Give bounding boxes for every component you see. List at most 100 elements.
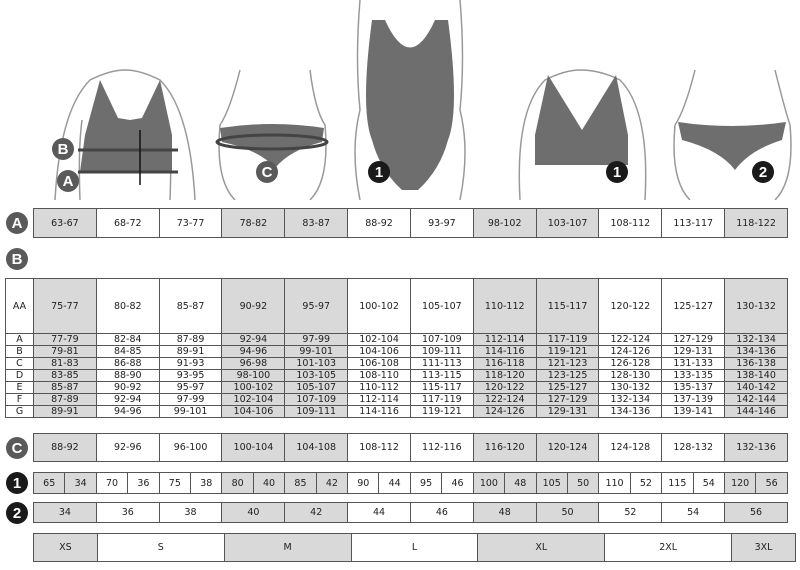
bikini-top-shape [535, 75, 628, 165]
table-cell: 75-77 [33, 278, 97, 334]
table-cell: 65 [32, 472, 66, 494]
table-cell: 70 [95, 472, 129, 494]
table-cell: 93-95 [158, 369, 223, 382]
cup-label: G [5, 405, 34, 418]
table-cell: 135-137 [661, 381, 726, 394]
table-cell: 54 [661, 502, 726, 523]
table-row: 63-67 68-72 73-77 78-82 83-87 88-92 93-97 98-10… [33, 208, 788, 238]
table-cell: 77-79 [33, 333, 97, 346]
table-cell: 107-109 [409, 333, 474, 346]
table-cell: 92-96 [95, 433, 160, 462]
table-cell: 85-87 [158, 278, 223, 334]
table-cell: 115 [661, 472, 694, 494]
table-cell: 46 [441, 472, 474, 494]
table-cell: 108-110 [347, 369, 411, 382]
table-cell: 113-117 [661, 208, 726, 238]
table-cell: 119-121 [535, 345, 600, 358]
table-cell: 144-146 [724, 405, 788, 418]
table-cell: 132-134 [724, 333, 788, 346]
table-hip-c: 88-92 92-96 96-100 100-104 104-108 108-112 112… [33, 433, 788, 462]
table-cell: 34 [64, 472, 97, 494]
table-cell: 120-124 [535, 433, 600, 462]
table-cell: 80 [221, 472, 254, 494]
table-cell: 134-136 [598, 405, 663, 418]
cup-label: AA [5, 278, 34, 334]
table-cell: 137-139 [661, 393, 726, 406]
table-cell: 56 [755, 472, 788, 494]
table-cell: 82-84 [95, 333, 160, 346]
table-cell: 110-112 [472, 278, 537, 334]
table-cell: 52 [629, 472, 663, 494]
table-cell: 44 [347, 502, 411, 523]
table-row: AA 75-77 80-82 85-87 90-92 95-97 100-102 105-10… [5, 278, 788, 334]
table-cell: 48 [472, 502, 537, 523]
table-cell: 85 [284, 472, 317, 494]
table-cell: 125-127 [535, 381, 600, 394]
table-cell: 120-122 [472, 381, 537, 394]
size-label: L [350, 533, 479, 562]
table-row: G 89-91 94-96 99-101 104-106 109-111 114-116 11… [5, 405, 788, 418]
badge-1-bikini-top: 1 [606, 161, 628, 183]
table-cell: 139-141 [661, 405, 726, 418]
table-cell: 95-97 [158, 381, 223, 394]
table-cell: 98-100 [221, 369, 286, 382]
table-row: A 77-79 82-84 87-89 92-94 97-99 102-104 107-109… [5, 333, 788, 346]
table-cell: 116-118 [472, 357, 537, 370]
table-cell: 119-121 [409, 405, 474, 418]
table-bottom-2: 34 36 38 40 42 44 46 48 50 52 54 56 [33, 502, 788, 523]
table-cell: 104-108 [284, 433, 349, 462]
table-cell: 115-117 [409, 381, 474, 394]
table-cell: 89-91 [158, 345, 223, 358]
table-row: E 85-87 90-92 95-97 100-102 105-107 110-112 115… [5, 381, 788, 394]
table-cell: 127-129 [535, 393, 600, 406]
table-cell: 88-90 [95, 369, 160, 382]
table-cell: 34 [33, 502, 97, 523]
table-cell: 50 [566, 472, 600, 494]
size-label: XS [33, 533, 98, 562]
size-label: 2XL [604, 533, 733, 562]
table-row: D 83-85 88-90 93-95 98-100 103-105 108-110 113-… [5, 369, 788, 382]
table-cell: 87-89 [158, 333, 223, 346]
table-cell: 100-102 [347, 278, 411, 334]
size-label: S [96, 533, 225, 562]
table-cell: 63-67 [33, 208, 97, 238]
table-cell: 38 [158, 502, 223, 523]
table-cell: 44 [378, 472, 411, 494]
table-cell: 97-99 [158, 393, 223, 406]
table-cell: 92-94 [221, 333, 286, 346]
table-cell: 100-102 [221, 381, 286, 394]
table-cell: 85-87 [33, 381, 97, 394]
table-cell: 140-142 [724, 381, 788, 394]
table-cell: 110 [598, 472, 631, 494]
table-cell: 96-100 [158, 433, 223, 462]
table-cell: 118-122 [724, 208, 788, 238]
table-cell: 84-85 [95, 345, 160, 358]
badge-b: B [6, 248, 28, 270]
table-cell: 124-126 [472, 405, 537, 418]
table-cell: 93-97 [409, 208, 474, 238]
table-cell: 96-98 [221, 357, 286, 370]
table-cell: 131-133 [661, 357, 726, 370]
table-cell: 100 [472, 472, 506, 494]
table-cell: 113-115 [409, 369, 474, 382]
cup-label: C [5, 357, 34, 370]
table-cell: 107-109 [284, 393, 349, 406]
cup-label: A [5, 333, 34, 346]
table-cell: 112-116 [409, 433, 474, 462]
table-cell: 89-91 [33, 405, 97, 418]
table-row: C 81-83 86-88 91-93 96-98 101-103 106-108 111-1… [5, 357, 788, 370]
table-cell: 104-106 [347, 345, 411, 358]
table-cell: 98-102 [472, 208, 537, 238]
table-row: 34 36 38 40 42 44 46 48 50 52 54 56 [33, 502, 788, 523]
swimsuit-shape [366, 20, 454, 190]
badge-1: 1 [6, 472, 28, 494]
table-cell: 108-112 [347, 433, 411, 462]
table-cell: 127-129 [661, 333, 726, 346]
table-cell: 112-114 [472, 333, 537, 346]
badge-1-swimsuit: 1 [368, 161, 390, 183]
table-cell: 116-120 [472, 433, 537, 462]
table-cell: 108-112 [598, 208, 663, 238]
table-cell: 38 [190, 472, 223, 494]
table-cell: 48 [504, 472, 537, 494]
table-cell: 91-93 [158, 357, 223, 370]
